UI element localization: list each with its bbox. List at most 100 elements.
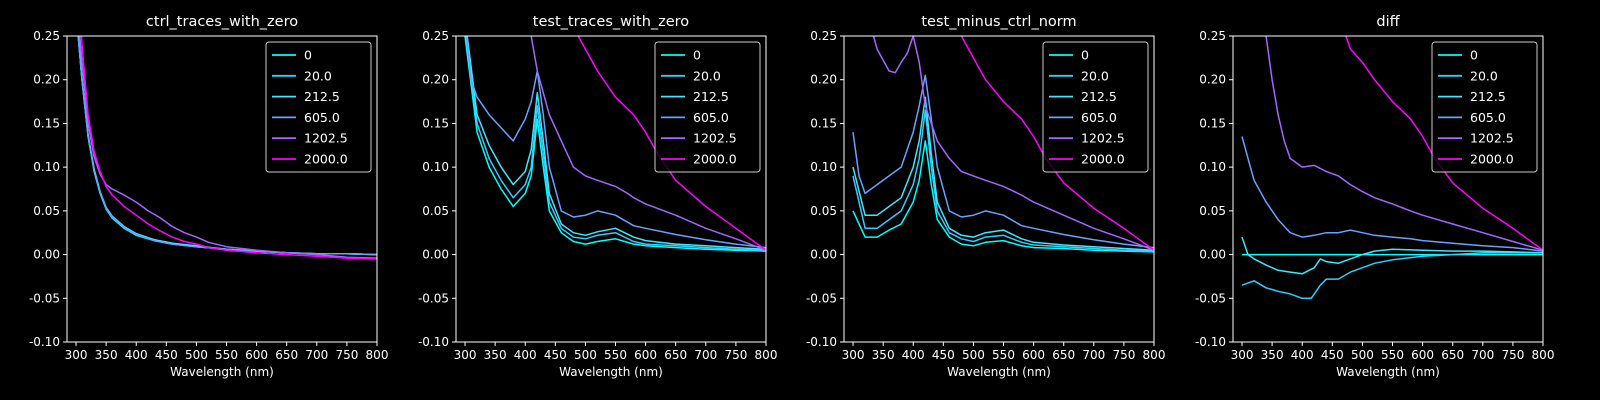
y-tick-label: 0.10 <box>422 160 449 174</box>
y-tick-label: 0.10 <box>810 160 837 174</box>
y-tick-label: 0.20 <box>810 73 837 87</box>
x-tick-label: 600 <box>245 348 268 362</box>
x-tick-label: 450 <box>1321 348 1344 362</box>
x-tick-label: 700 <box>305 348 328 362</box>
y-tick-label: 0.25 <box>33 29 60 43</box>
x-tick-label: 450 <box>155 348 178 362</box>
x-tick-label: 550 <box>992 348 1015 362</box>
x-tick-label: 800 <box>1143 348 1166 362</box>
x-tick-label: 300 <box>454 348 477 362</box>
series-group <box>464 36 766 252</box>
series-line-2000.0 <box>80 36 377 260</box>
y-tick-label: -0.10 <box>29 335 60 349</box>
chart-title: test_minus_ctrl_norm <box>921 14 1076 30</box>
series-line-1202.5 <box>78 36 377 259</box>
y-tick-label: -0.10 <box>806 335 837 349</box>
y-tick-label: -0.05 <box>1195 291 1226 305</box>
x-tick-label: 750 <box>1112 348 1135 362</box>
x-tick-label: 300 <box>65 348 88 362</box>
x-axis-label: Wavelength (nm) <box>947 365 1051 379</box>
legend-label: 0 <box>1081 48 1089 63</box>
legend-label: 605.0 <box>1470 110 1506 125</box>
y-tick-label: 0.10 <box>33 160 60 174</box>
legend-label: 2000.0 <box>1081 152 1125 167</box>
y-tick-label: 0.15 <box>33 116 60 130</box>
x-tick-label: 350 <box>872 348 895 362</box>
x-tick-label: 700 <box>694 348 717 362</box>
y-tick-label: 0.15 <box>422 116 449 130</box>
chart-panel-3: 300 350 400 450 500 550 600 650 700 750 800 -0.10 -0… <box>806 14 1166 379</box>
y-tick-label: -0.10 <box>418 335 449 349</box>
legend-label: 1202.5 <box>1470 131 1514 146</box>
legend: 0 20.0 212.5 605.0 1202.5 2000.0 <box>1431 41 1538 173</box>
x-tick-label: 400 <box>514 348 537 362</box>
y-tick-label: 0.05 <box>1199 204 1226 218</box>
legend-label: 605.0 <box>1081 110 1117 125</box>
x-tick-label: 350 <box>95 348 118 362</box>
series-line-1202.5 <box>1265 36 1543 251</box>
series-line-20.0 <box>465 36 766 251</box>
legend-label: 2000.0 <box>693 152 737 167</box>
y-tick-label: 0.05 <box>810 204 837 218</box>
x-tick-label: 750 <box>1501 348 1524 362</box>
series-group <box>77 36 377 260</box>
legend-label: 1202.5 <box>693 131 737 146</box>
legend-label: 0 <box>304 48 312 63</box>
x-tick-label: 500 <box>1351 348 1374 362</box>
series-group <box>852 36 1154 253</box>
y-tick-label: 0.00 <box>33 248 60 262</box>
y-tick-label: 0.00 <box>1199 248 1226 262</box>
legend: 0 20.0 212.5 605.0 1202.5 2000.0 <box>1042 41 1149 173</box>
x-tick-label: 450 <box>544 348 567 362</box>
y-tick-label: 0.20 <box>33 73 60 87</box>
legend-label: 1202.5 <box>1081 131 1125 146</box>
y-tick-label: -0.10 <box>1195 335 1226 349</box>
axes-frame <box>455 35 767 343</box>
y-tick-label: 0.20 <box>422 73 449 87</box>
x-tick-label: 500 <box>574 348 597 362</box>
legend-box <box>265 41 372 173</box>
series-line-212.5 <box>466 36 766 251</box>
legend-box <box>1042 41 1149 173</box>
y-tick-label: 0.25 <box>422 29 449 43</box>
series-line-2000.0 <box>577 36 766 251</box>
chart-panel-4: 300 350 400 450 500 550 600 650 700 750 800 -0.10 -0… <box>1195 14 1555 379</box>
y-tick-label: 0.25 <box>810 29 837 43</box>
x-tick-label: 650 <box>1052 348 1075 362</box>
series-line-1202.5 <box>872 36 1154 251</box>
series-line-0 <box>464 36 766 252</box>
x-tick-label: 500 <box>962 348 985 362</box>
legend-label: 0 <box>1470 48 1478 63</box>
axes-frame <box>1232 35 1544 343</box>
series-line-2000.0 <box>960 36 1154 251</box>
legend-label: 20.0 <box>304 68 332 83</box>
legend-label: 1202.5 <box>304 131 348 146</box>
legend-label: 212.5 <box>1470 89 1506 104</box>
legend-label: 20.0 <box>1470 68 1498 83</box>
y-tick-label: 0.15 <box>810 116 837 130</box>
series-line-605.0 <box>465 36 766 249</box>
x-tick-label: 300 <box>842 348 865 362</box>
axes-frame <box>66 35 378 343</box>
legend-label: 212.5 <box>1081 89 1117 104</box>
legend-label: 2000.0 <box>1470 152 1514 167</box>
x-tick-label: 450 <box>932 348 955 362</box>
y-tick-label: 0.05 <box>33 204 60 218</box>
y-tick-label: -0.05 <box>418 291 449 305</box>
x-tick-label: 650 <box>664 348 687 362</box>
x-tick-label: 700 <box>1471 348 1494 362</box>
x-axis-label: Wavelength (nm) <box>170 365 274 379</box>
x-tick-label: 650 <box>1441 348 1464 362</box>
series-line-212.5 <box>1241 236 1543 275</box>
x-tick-label: 400 <box>125 348 148 362</box>
series-line-605.0 <box>852 74 1154 249</box>
series-group <box>1241 36 1543 300</box>
x-tick-label: 800 <box>366 348 389 362</box>
x-tick-label: 750 <box>724 348 747 362</box>
y-tick-label: 0.00 <box>422 248 449 262</box>
x-tick-label: 750 <box>335 348 358 362</box>
y-tick-label: 0.25 <box>1199 29 1226 43</box>
chart-title: diff <box>1376 14 1400 30</box>
x-tick-label: 800 <box>755 348 778 362</box>
